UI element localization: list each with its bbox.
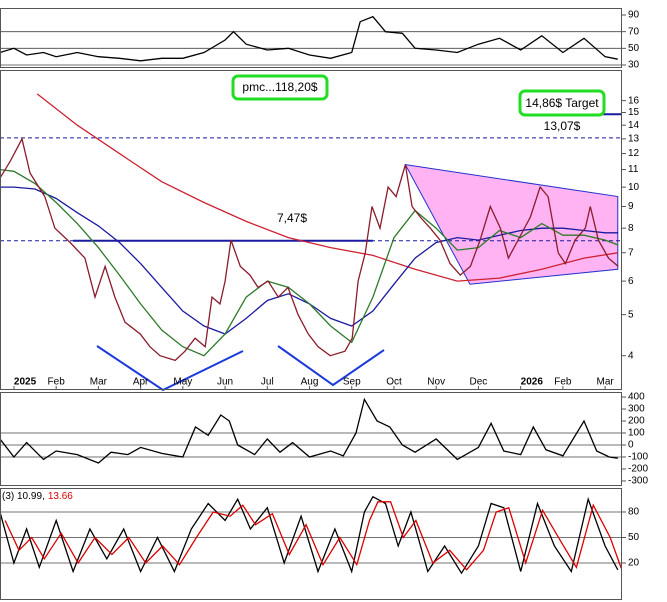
- x-tick-label: Apr: [133, 377, 149, 388]
- y-tick-label: -100: [628, 452, 648, 463]
- panel-label-part: (3) 10.99,: [2, 491, 45, 502]
- panel-label-part: 13.66: [48, 491, 73, 502]
- x-tick-label: Oct: [386, 377, 402, 388]
- x-tick-label: Mar: [90, 377, 108, 388]
- y-tick-label: 4: [628, 350, 634, 361]
- annotation: 14,86$ Target: [525, 96, 599, 110]
- panel-stoch: [0, 495, 622, 575]
- panel-frame: [0, 8, 622, 68]
- y-tick-label: 10: [628, 182, 640, 193]
- annotation-box: [518, 89, 606, 117]
- y-tick-label: 30: [628, 60, 640, 71]
- annotation: 7,47$: [277, 211, 307, 225]
- x-tick-label: Jul: [261, 377, 274, 388]
- x-tick-label: Sep: [343, 377, 361, 388]
- panel-label: (3) 10.99, 13.66: [2, 491, 73, 502]
- y-tick-label: 5: [628, 309, 634, 320]
- annotation-box: [231, 74, 329, 101]
- panel-frame: [0, 488, 622, 600]
- y-tick-label: -200: [628, 464, 648, 475]
- series-line: [0, 397, 618, 464]
- x-tick-label: 2026: [521, 377, 544, 388]
- y-tick-label: 70: [628, 26, 640, 37]
- y-tick-label: 300: [628, 404, 645, 415]
- x-tick-label: Nov: [427, 377, 445, 388]
- y-tick-label: 8: [628, 223, 634, 234]
- y-tick-label: 90: [628, 10, 640, 21]
- y-tick-label: 0: [628, 440, 634, 451]
- panel-cci: [0, 397, 622, 464]
- annotation: pmc...118,20$: [242, 80, 317, 94]
- y-tick-label: 13: [628, 133, 640, 144]
- y-tick-label: 100: [628, 428, 645, 439]
- y-tick-label: 12: [628, 148, 640, 159]
- panel-price: [0, 93, 622, 362]
- panel-rsi: [0, 15, 622, 66]
- x-tick-label: Dec: [470, 377, 488, 388]
- x-tick-label: 2025: [14, 377, 37, 388]
- y-tick-label: 80: [628, 507, 640, 518]
- x-tick-label: Feb: [554, 377, 572, 388]
- panel-frame: [0, 70, 622, 390]
- y-tick-label: 9: [628, 201, 634, 212]
- y-tick-label: 7: [628, 247, 634, 258]
- y-tick-label: 14: [628, 120, 640, 131]
- y-tick-label: 15: [628, 107, 640, 118]
- series-line: [4, 501, 622, 571]
- pattern-line: [277, 345, 385, 387]
- annotation: 13,07$: [544, 119, 581, 133]
- channel: [404, 163, 619, 285]
- x-tick-label: May: [173, 377, 192, 388]
- y-tick-label: 400: [628, 392, 645, 403]
- y-tick-label: 200: [628, 416, 645, 427]
- x-tick-label: Mar: [596, 377, 614, 388]
- y-tick-label: -300: [628, 476, 648, 487]
- x-tick-label: Feb: [48, 377, 66, 388]
- series-line: [0, 15, 618, 62]
- panel-frame: [0, 392, 622, 486]
- series-line: [0, 168, 619, 357]
- x-tick-label: Jun: [217, 377, 233, 388]
- y-tick-label: 50: [628, 43, 640, 54]
- y-tick-label: 11: [628, 164, 639, 175]
- y-tick-label: 16: [628, 95, 640, 106]
- y-tick-label: 50: [628, 532, 640, 543]
- y-tick-label: 6: [628, 276, 634, 287]
- series-line: [0, 137, 619, 362]
- x-tick-label: Aug: [301, 377, 319, 388]
- series-line: [36, 93, 618, 282]
- series-line: [0, 495, 619, 575]
- y-tick-label: 20: [628, 558, 640, 569]
